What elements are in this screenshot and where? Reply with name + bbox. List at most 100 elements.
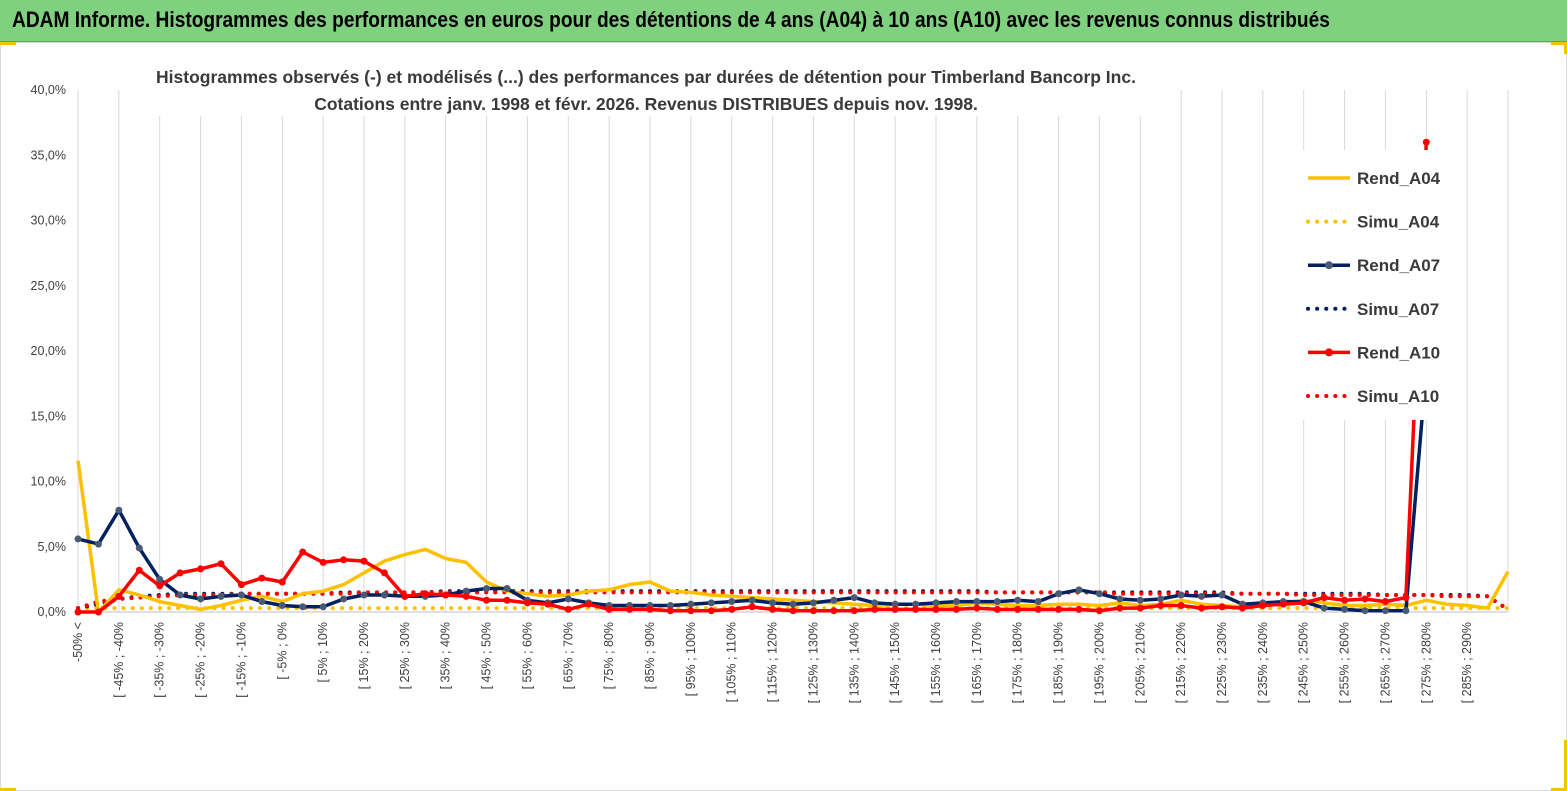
legend-item: Rend_A04 (1308, 169, 1441, 188)
data-point (626, 605, 634, 613)
data-point (564, 605, 572, 613)
data-point (1034, 598, 1042, 606)
data-point (319, 558, 327, 566)
data-point (462, 592, 470, 600)
legend-marker (1325, 261, 1333, 270)
series-line (77, 367, 1429, 613)
data-point (769, 599, 777, 607)
data-point (1157, 595, 1165, 603)
data-point (830, 607, 838, 615)
y-tick-label: 5,0% (38, 540, 67, 554)
data-point (1259, 601, 1267, 609)
legend-label: Simu_A10 (1357, 387, 1439, 406)
data-point (421, 590, 429, 598)
data-point (1055, 605, 1063, 613)
data-point (319, 603, 327, 611)
data-point (360, 557, 368, 565)
data-point (850, 594, 858, 602)
x-tick-label: [ 175% ; 180% (1011, 622, 1025, 703)
data-point (340, 595, 348, 603)
data-point (1116, 604, 1124, 612)
x-tick-label: [ 95% ; 100% (684, 622, 698, 696)
data-point (707, 599, 715, 607)
data-point (1361, 595, 1369, 603)
x-tick-label: [ 155% ; 160% (929, 622, 943, 703)
data-point (278, 578, 286, 586)
data-point (789, 600, 797, 608)
data-point (176, 591, 184, 599)
x-tick-label: [ -15% ; -10% (234, 622, 248, 698)
data-point (871, 605, 879, 613)
data-point (237, 591, 245, 599)
data-point (605, 605, 613, 613)
data-point (748, 603, 756, 611)
x-tick-label: -50% < (71, 622, 85, 662)
x-tick-label: [ 55% ; 60% (520, 622, 534, 689)
data-point (973, 598, 981, 606)
data-point (1136, 604, 1144, 612)
x-tick-label: [ 15% ; 20% (357, 622, 371, 689)
data-point (176, 569, 184, 577)
data-point (1014, 605, 1022, 613)
y-tick-label: 10,0% (31, 475, 66, 489)
x-tick-label: [ 205% ; 210% (1133, 622, 1147, 703)
data-point (871, 599, 879, 607)
x-tick-label: [ 195% ; 200% (1092, 622, 1106, 703)
x-tick-label: [ 145% ; 150% (888, 622, 902, 703)
data-point (197, 565, 205, 573)
data-point (707, 607, 715, 615)
data-point (156, 582, 164, 590)
data-point (973, 604, 981, 612)
data-point (809, 607, 817, 615)
data-point (380, 591, 388, 599)
series-rend_a10 (74, 138, 1430, 616)
data-point (1034, 605, 1042, 613)
legend-background (1296, 150, 1456, 420)
data-point (340, 556, 348, 564)
data-point (503, 585, 511, 593)
data-point (1320, 594, 1328, 602)
corner-accent-tr-v (1564, 42, 1567, 54)
data-point (1402, 594, 1410, 602)
x-tick-label: [ 285% ; 290% (1460, 622, 1474, 703)
vertical-gridlines (77, 90, 1509, 612)
x-tick-label: [ 115% ; 120% (766, 622, 780, 702)
data-point (1422, 138, 1430, 146)
data-point (115, 592, 123, 600)
data-point (912, 605, 920, 613)
data-point (952, 598, 960, 606)
x-tick-label: [ 275% ; 280% (1419, 622, 1433, 703)
data-point (585, 600, 593, 608)
data-point (1095, 607, 1103, 615)
data-point (74, 608, 82, 616)
data-point (564, 595, 572, 603)
data-point (1198, 592, 1206, 600)
data-point (1238, 604, 1246, 612)
data-point (912, 600, 920, 608)
data-point (1381, 598, 1389, 606)
data-point (1402, 607, 1410, 615)
data-point (830, 596, 838, 604)
data-point (1116, 595, 1124, 603)
data-point (789, 607, 797, 615)
data-point (135, 566, 143, 574)
data-point (1177, 591, 1185, 599)
data-point (687, 600, 695, 608)
data-point (156, 575, 164, 583)
x-tick-label: [ -25% ; -20% (194, 622, 208, 698)
data-point (503, 596, 511, 604)
data-point (1095, 590, 1103, 598)
data-point (462, 587, 470, 595)
data-point (1320, 604, 1328, 612)
series-rend_a04 (76, 460, 1510, 614)
x-tick-label: [ -35% ; -30% (153, 622, 167, 698)
data-point (1381, 607, 1389, 615)
data-point (1157, 601, 1165, 609)
series-line (78, 142, 1429, 614)
data-point (483, 596, 491, 604)
banner-title: ADAM Informe. Histogrammes des performan… (12, 7, 1330, 32)
y-tick-label: 20,0% (31, 344, 66, 358)
corner-accent-bl-h (0, 788, 16, 791)
legend-label: Simu_A04 (1357, 213, 1440, 232)
